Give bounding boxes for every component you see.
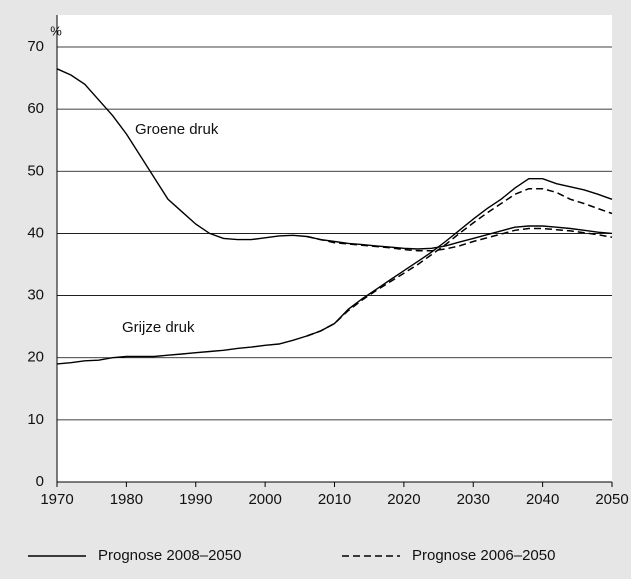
annotation: Groene druk	[135, 121, 219, 138]
y-tick-label: 60	[27, 100, 44, 117]
x-tick-label: 2020	[387, 491, 420, 508]
x-tick-label: 2010	[318, 491, 351, 508]
x-tick-label: 2030	[457, 491, 490, 508]
line-grijze	[306, 187, 613, 337]
y-unit: %	[50, 23, 62, 38]
y-tick-label: 40	[27, 224, 44, 241]
y-tick-label: 20	[27, 349, 44, 366]
y-tick-label: 30	[27, 287, 44, 304]
x-tick-label: 1970	[40, 491, 73, 508]
y-tick-label: 50	[27, 162, 44, 179]
line-groene	[56, 68, 613, 250]
plot-area	[57, 15, 612, 482]
x-tick-label: 2040	[526, 491, 559, 508]
line-grijze	[56, 178, 613, 365]
annotation: Grijze druk	[122, 319, 195, 336]
x-tick-label: 2000	[248, 491, 281, 508]
legend-label: Prognose 2006–2050	[412, 547, 555, 564]
y-tick-label: 0	[36, 473, 44, 490]
x-tick-label: 1980	[110, 491, 143, 508]
y-tick-label: 10	[27, 411, 44, 428]
y-tick-label: 70	[27, 38, 44, 55]
x-tick-label: 2050	[595, 491, 628, 508]
x-tick-label: 1990	[179, 491, 212, 508]
line-groene	[306, 227, 613, 252]
legend-label: Prognose 2008–2050	[98, 547, 241, 564]
